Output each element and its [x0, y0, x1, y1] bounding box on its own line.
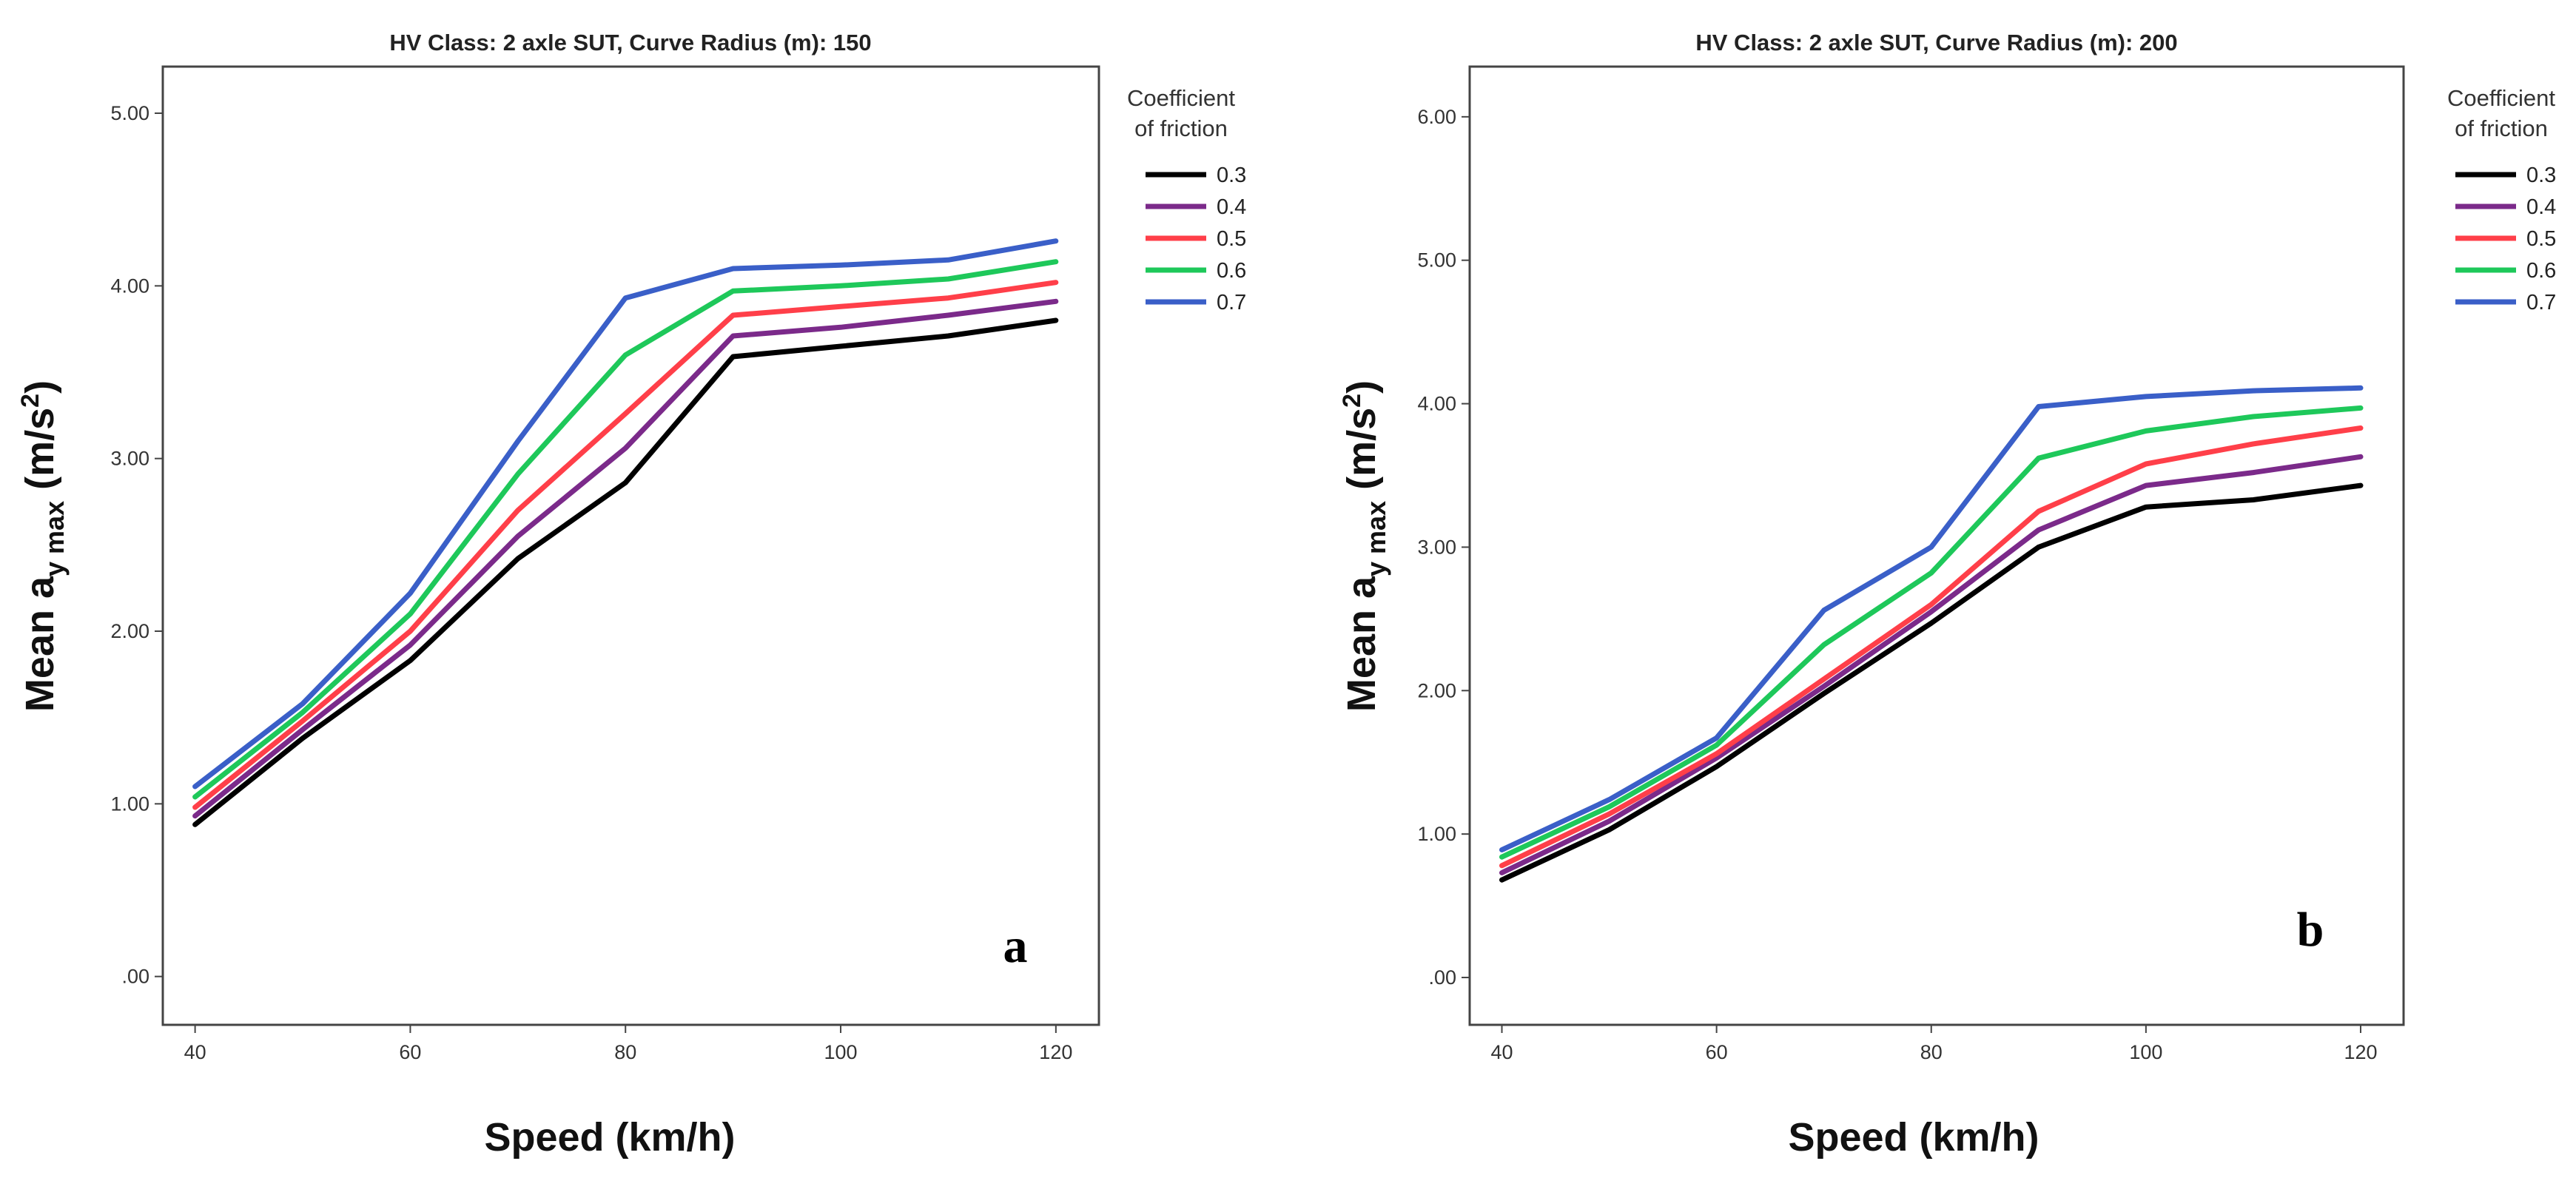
x-tick-label: 100 [824, 1041, 858, 1063]
series-line-0-6 [192, 259, 1059, 800]
x-tick-label: 60 [399, 1041, 421, 1063]
y-tick-label: 2.00 [1417, 679, 1456, 701]
chart-title: HV Class: 2 axle SUT, Curve Radius (m): … [389, 30, 871, 55]
chart-panel-a: HV Class: 2 axle SUT, Curve Radius (m): … [16, 30, 1246, 1160]
legend-label: 0.4 [1217, 195, 1246, 219]
x-axis-title: Speed (km/h) [484, 1115, 735, 1160]
series-line-0-5 [1499, 425, 2364, 869]
legend-label: 0.6 [1217, 259, 1246, 283]
chart-title: HV Class: 2 axle SUT, Curve Radius (m): … [1695, 30, 2177, 55]
legend-label: 0.5 [1217, 227, 1246, 251]
axis-ticks: 40 60 80 100 120 .00 1.00 2.00 3.00 4.00 5.00 6.00 [1417, 106, 2377, 1063]
x-tick-label: 80 [614, 1041, 636, 1063]
x-tick-label: 60 [1706, 1041, 1728, 1063]
series-line-0-3 [1499, 482, 2364, 883]
x-axis-title: Speed (km/h) [1788, 1115, 2039, 1160]
x-tick-label: 80 [1920, 1041, 1943, 1063]
y-tick-label: 5.00 [110, 102, 149, 124]
y-tick-label: 3.00 [1417, 536, 1456, 558]
legend: 0.3 0.4 0.5 0.6 0.7 [2455, 164, 2556, 314]
series-line-0-7 [1499, 385, 2364, 852]
y-axis-title: Mean ay max (m/s2) [1338, 380, 1391, 712]
x-tick-label: 100 [2129, 1041, 2162, 1063]
legend-label: 0.3 [2526, 164, 2556, 187]
y-tick-label: 1.00 [1417, 823, 1456, 845]
y-tick-label: 2.00 [110, 620, 149, 642]
legend-title-line-2: of friction [1134, 115, 1228, 141]
series-lines [192, 238, 1059, 827]
plot-frame [1468, 65, 2405, 1026]
series-line-0-3 [192, 317, 1059, 827]
series-line-0-4 [192, 298, 1059, 819]
legend-label: 0.5 [2526, 227, 2556, 251]
x-tick-label: 120 [1039, 1041, 1072, 1063]
panel-label: a [1003, 919, 1028, 973]
legend-title-line-2: of friction [2455, 115, 2548, 141]
series-line-0-6 [1499, 405, 2364, 860]
y-tick-label: 4.00 [1417, 393, 1456, 415]
y-tick-label: 6.00 [1417, 106, 1456, 128]
y-tick-label: 5.00 [1417, 249, 1456, 272]
chart-panel-b: HV Class: 2 axle SUT, Curve Radius (m): … [1338, 30, 2556, 1160]
y-tick-label: .00 [1428, 966, 1456, 989]
series-line-0-4 [1499, 454, 2364, 875]
y-axis-title: Mean ay max (m/s2) [16, 380, 70, 712]
legend-label: 0.6 [2526, 259, 2556, 283]
plot-frame [161, 65, 1100, 1026]
y-tick-label: 1.00 [110, 792, 149, 815]
legend-label: 0.4 [2526, 195, 2556, 219]
legend-label: 0.7 [2526, 291, 2556, 314]
y-tick-label: .00 [121, 966, 149, 988]
x-tick-label: 40 [184, 1041, 206, 1063]
legend-title-line-1: Coefficient [1127, 85, 1235, 111]
series-line-0-5 [192, 280, 1059, 810]
series-lines [1499, 385, 2364, 883]
axis-ticks: 40 60 80 100 120 .00 1.00 2.00 3.00 4.00 5.00 [110, 102, 1072, 1063]
x-tick-label: 40 [1490, 1041, 1513, 1063]
legend-label: 0.3 [1217, 164, 1246, 187]
panel-label: b [2297, 903, 2324, 957]
y-tick-label: 4.00 [110, 275, 149, 297]
y-tick-label: 3.00 [110, 448, 149, 470]
legend-title-line-1: Coefficient [2447, 85, 2555, 111]
x-tick-label: 120 [2344, 1041, 2377, 1063]
legend: 0.3 0.4 0.5 0.6 0.7 [1146, 164, 1246, 314]
series-line-0-7 [192, 238, 1059, 790]
legend-label: 0.7 [1217, 291, 1246, 314]
